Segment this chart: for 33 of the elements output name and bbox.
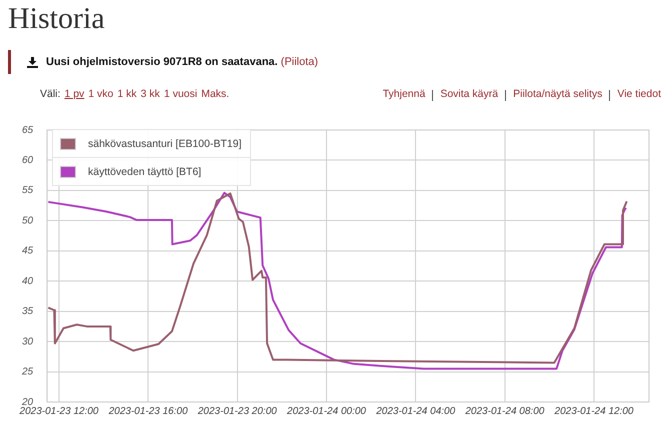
text: Vie tiedot xyxy=(617,88,661,101)
y-tick-label: 65 xyxy=(22,124,34,136)
text: 3 kk xyxy=(140,88,160,100)
x-tick-label: 2023-01-23 16:00 xyxy=(108,406,188,417)
y-tick-label: 30 xyxy=(22,336,34,348)
y-tick-label: 50 xyxy=(22,215,34,226)
x-tick-label: 2023-01-24 08:00 xyxy=(464,406,545,417)
text: Uusi ohjelmistoversio 9071R8 on saatavana. xyxy=(46,55,278,70)
text: Väli: xyxy=(40,88,60,100)
text: 1 vko xyxy=(88,88,114,100)
x-tick-label: 2023-01-23 20:00 xyxy=(196,406,278,417)
y-tick-label: 45 xyxy=(22,246,34,257)
text: Maks. xyxy=(201,88,230,100)
text: 1 kk xyxy=(117,88,137,100)
x-tick-label: 2023-01-24 04:00 xyxy=(375,406,456,417)
legend-label: sähkövastusanturi [EB100-BT19] xyxy=(88,138,242,150)
x-tick-label: 2023-01-23 12:00 xyxy=(18,406,99,417)
chart-title: Historia xyxy=(8,2,105,36)
text: Sovita käyrä xyxy=(440,88,498,101)
y-tick-label: 35 xyxy=(22,306,34,318)
y-tick-label: 40 xyxy=(22,276,34,287)
text: 1 pv xyxy=(64,88,84,100)
y-tick-label: 55 xyxy=(22,185,34,196)
text: 1 vuosi xyxy=(164,88,198,100)
y-tick-label: 20 xyxy=(21,396,34,408)
text: (Piilota) xyxy=(280,55,318,70)
text: Piilota/näytä selitys xyxy=(513,88,602,101)
x-tick-label: 2023-01-24 00:00 xyxy=(286,406,366,417)
y-tick-label: 60 xyxy=(22,155,34,166)
text: Tyhjennä xyxy=(382,88,426,101)
x-tick-label: 2023-01-24 12:00 xyxy=(554,406,634,417)
legend-label: käyttöveden täyttö [BT6] xyxy=(88,166,202,178)
y-tick-label: 25 xyxy=(21,366,34,378)
